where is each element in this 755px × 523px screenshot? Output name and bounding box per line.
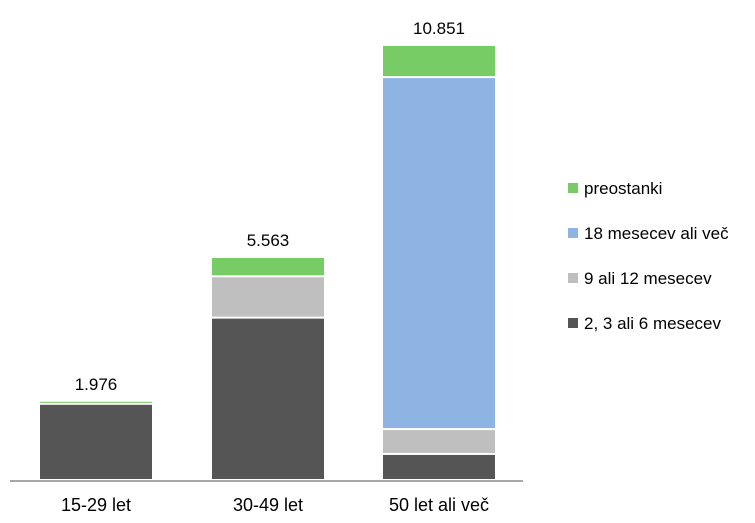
bar-segment-15-29-let-2-3-ali-6-mesecev xyxy=(40,404,152,479)
bar-segment-30-49-let-9-ali-12-mesecev xyxy=(212,277,324,317)
total-label-30-49-let: 5.563 xyxy=(247,231,290,250)
total-label-50-let-ali-ve: 10.851 xyxy=(413,19,465,38)
legend-label-preostanki: preostanki xyxy=(584,179,662,198)
legend-label-2-3-ali-6-mesecev: 2, 3 ali 6 mesecev xyxy=(584,314,722,333)
bar-segment-50-let-ali-ve-18-mesecev-ali-ve xyxy=(383,78,495,429)
bar-segment-50-let-ali-ve-preostanki xyxy=(383,45,495,77)
legend-swatch-2-3-ali-6-mesecev xyxy=(568,318,578,328)
legend-item-2-3-ali-6-mesecev: 2, 3 ali 6 mesecev xyxy=(568,314,722,333)
legend-label-9-ali-12-mesecev: 9 ali 12 mesecev xyxy=(584,269,712,288)
x-tick-label-30-49-let: 30-49 let xyxy=(233,495,303,515)
bars-layer xyxy=(40,45,495,479)
bar-segment-50-let-ali-ve-2-3-ali-6-mesecev xyxy=(383,454,495,479)
legend-item-preostanki: preostanki xyxy=(568,179,662,198)
legend-item-18-mesecev-ali-ve: 18 mesecev ali več xyxy=(568,224,729,243)
x-tick-label-50-let-ali-ve: 50 let ali več xyxy=(389,495,489,515)
legend-label-18-mesecev-ali-ve: 18 mesecev ali več xyxy=(584,224,729,243)
legend-item-9-ali-12-mesecev: 9 ali 12 mesecev xyxy=(568,269,712,288)
bar-segment-30-49-let-2-3-ali-6-mesecev xyxy=(212,318,324,479)
total-labels: 1.976 5.563 10.851 xyxy=(75,19,465,394)
total-label-15-29-let: 1.976 xyxy=(75,375,118,394)
bar-segment-50-let-ali-ve-9-ali-12-mesecev xyxy=(383,430,495,453)
bar-segment-15-29-let-preostanki xyxy=(40,401,152,403)
x-tick-labels: 15-29 let 30-49 let 50 let ali več xyxy=(61,495,489,515)
x-tick-label-15-29-let: 15-29 let xyxy=(61,495,131,515)
bar-segment-30-49-let-preostanki xyxy=(212,257,324,276)
legend-swatch-18-mesecev-ali-ve xyxy=(568,228,578,238)
legend-swatch-preostanki xyxy=(568,183,578,193)
legend-swatch-9-ali-12-mesecev xyxy=(568,273,578,283)
legend: preostanki 18 mesecev ali več 9 ali 12 mes… xyxy=(568,179,729,333)
